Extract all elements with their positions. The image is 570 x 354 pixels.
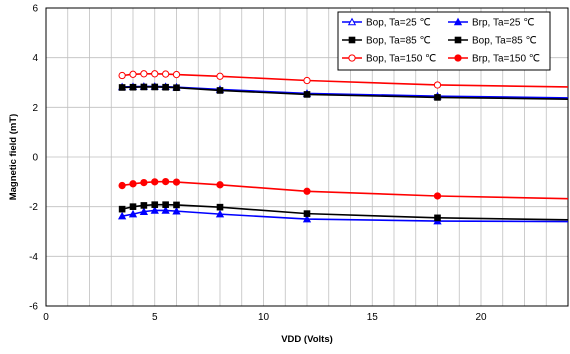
data-point: [303, 210, 311, 217]
grid: [46, 7, 568, 307]
series-layer: [117, 70, 569, 225]
series: [118, 201, 569, 222]
data-point: [129, 203, 137, 210]
data-point: [162, 201, 169, 208]
data-point: [172, 70, 181, 79]
series-line: [122, 86, 569, 100]
data-point: [434, 94, 441, 101]
y-tick-label: 4: [32, 53, 38, 64]
legend-label: Bop, Ta=150 ℃: [366, 54, 436, 65]
data-point: [162, 83, 169, 91]
tick-labels: -6 -4 -2 0 2 4 6 0 5 10 15 20: [29, 4, 487, 324]
legend-label: Bop, Ta=85 ℃: [366, 36, 431, 47]
y-tick-label: 6: [32, 4, 38, 15]
data-point: [128, 209, 138, 218]
data-point: [216, 181, 224, 189]
data-point: [433, 81, 442, 89]
data-point: [140, 70, 148, 78]
legend-item: Brp, Ta=150 ℃: [448, 54, 540, 65]
series: [118, 70, 569, 89]
data-point: [303, 91, 311, 98]
data-point: [118, 84, 126, 91]
data-point: [173, 84, 180, 92]
data-point: [161, 70, 170, 78]
data-point: [172, 178, 181, 186]
data-point: [129, 180, 137, 188]
data-point: [161, 206, 170, 214]
x-tick-label: 5: [152, 312, 158, 323]
legend-label: Brp, Ta=25 ℃: [472, 18, 534, 29]
data-point: [454, 36, 462, 44]
y-tick-label: -2: [29, 202, 38, 213]
x-tick-label: 10: [258, 312, 270, 323]
series-line: [121, 203, 569, 221]
series-line: [122, 73, 569, 88]
legend-label: Bop, Ta=85 ℃: [472, 36, 537, 47]
data-point: [303, 76, 311, 85]
data-point: [453, 17, 463, 26]
data-point: [347, 17, 357, 26]
data-point: [151, 201, 159, 208]
legend-box: [337, 11, 551, 71]
y-tick-label: -4: [29, 252, 38, 263]
legend: Bop, Ta=25 ℃ Brp, Ta=25 ℃ Bop, Ta=85 ℃ Bop,…: [337, 11, 551, 71]
data-point: [215, 209, 225, 218]
legend-item: Bop, Ta=85 ℃: [448, 36, 537, 47]
legend-label: Brp, Ta=150 ℃: [472, 54, 540, 65]
data-point: [216, 87, 224, 94]
series-line: [121, 180, 569, 200]
data-point: [140, 83, 148, 91]
data-point: [118, 71, 126, 80]
data-point: [118, 181, 126, 190]
series: [118, 83, 569, 101]
data-point: [303, 187, 311, 195]
data-point: [151, 83, 159, 91]
data-point: [348, 36, 356, 44]
series-line: [121, 209, 569, 223]
y-tick-label: 2: [32, 103, 38, 114]
data-point: [433, 192, 442, 200]
data-point: [151, 178, 159, 186]
x-tick-label: 15: [367, 312, 379, 323]
data-point: [118, 205, 126, 213]
plot-frame: [45, 7, 569, 307]
data-point: [302, 214, 312, 223]
data-point: [129, 70, 137, 78]
legend-item: Brp, Ta=25 ℃: [448, 18, 534, 29]
data-point: [161, 177, 170, 186]
x-tick-label: 0: [43, 312, 49, 323]
legend-item: Bop, Ta=25 ℃: [342, 18, 431, 29]
data-point: [151, 70, 159, 78]
data-point: [129, 83, 137, 91]
data-point: [216, 203, 224, 211]
x-axis-title: VDD (Volts): [281, 334, 333, 345]
data-point: [172, 206, 181, 215]
y-tick-label: -6: [29, 302, 38, 313]
data-point: [216, 72, 224, 80]
legend-label: Bop, Ta=25 ℃: [366, 18, 431, 29]
data-point: [139, 207, 149, 215]
data-point: [140, 202, 148, 209]
legend-item: Bop, Ta=85 ℃: [342, 36, 431, 47]
data-point: [117, 211, 127, 220]
x-tick-label: 20: [475, 312, 487, 323]
y-axis-title: Magnetic field (mT): [8, 114, 19, 201]
data-point: [454, 54, 462, 62]
data-point: [348, 54, 356, 62]
series: [118, 177, 569, 200]
data-point: [173, 201, 180, 209]
legend-item: Bop, Ta=150 ℃: [342, 54, 436, 65]
data-point: [150, 206, 159, 214]
y-tick-label: 0: [32, 153, 38, 164]
data-point: [434, 214, 441, 222]
data-point: [140, 178, 148, 187]
